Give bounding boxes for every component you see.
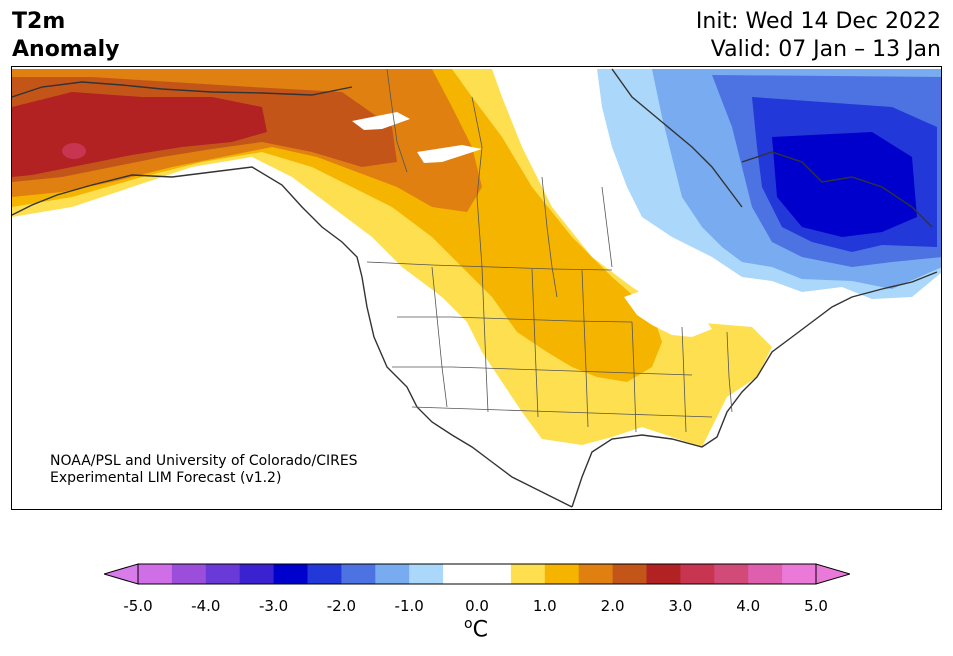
colorbar-cell — [680, 564, 715, 584]
colorbar-tick-label: 2.0 — [600, 597, 625, 615]
colorbar-cell — [714, 564, 749, 584]
great-lakes — [624, 287, 712, 337]
colorbar-tick-label: -1.0 — [394, 597, 424, 615]
colorbar-cell — [443, 564, 478, 584]
colorbar-tick-label: -5.0 — [123, 597, 153, 615]
colorbar-cell — [612, 564, 647, 584]
colorbar — [104, 563, 850, 585]
colorbar-cell — [510, 564, 546, 584]
map-panel: NOAA/PSL and University of Colorado/CIRE… — [11, 66, 942, 510]
colorbar-cell — [544, 564, 580, 584]
colorbar-tick-label: 4.0 — [736, 597, 761, 615]
credit-line-1: NOAA/PSL and University of Colorado/CIRE… — [50, 453, 358, 469]
valid-range: Valid: 07 Jan – 13 Jan — [710, 37, 941, 62]
cold-anomaly-3 — [772, 132, 917, 237]
great-bear-lake — [352, 112, 410, 130]
map-title: T2m Anomaly — [12, 8, 119, 64]
colorbar-tick-label: 0.0 — [465, 597, 489, 615]
colorbar-cell — [748, 564, 783, 584]
colorbar-tick-label: 1.0 — [532, 597, 557, 615]
colorbar-cell — [409, 564, 444, 584]
anomaly-map: NOAA/PSL and University of Colorado/CIRE… — [12, 67, 941, 509]
colorbar-tick-label: 5.0 — [804, 597, 828, 615]
colorbar-cell — [578, 564, 614, 584]
colorbar-cells — [138, 564, 817, 584]
colorbar-cell — [477, 564, 512, 584]
colorbar-unit: oC — [464, 616, 488, 642]
colorbar-cell — [307, 564, 342, 584]
great-slave-lake — [417, 145, 482, 163]
colorbar-outline — [137, 563, 817, 585]
colorbar-cell — [782, 564, 817, 584]
colorbar-tick-label: 3.0 — [668, 597, 693, 615]
colorbar-tick-label: -4.0 — [191, 597, 221, 615]
credit-line-2: Experimental LIM Forecast (v1.2) — [50, 470, 281, 486]
init-date: Init: Wed 14 Dec 2022 — [695, 9, 941, 34]
colorbar-cell — [171, 564, 207, 584]
unit-symbol: C — [472, 617, 488, 643]
colorbar-cell — [646, 564, 681, 584]
colorbar-cell — [375, 564, 410, 584]
colorbar-cell — [138, 564, 173, 584]
colorbar-cell — [205, 564, 241, 584]
variable-label: T2m — [12, 9, 66, 34]
colorbar-extend-high — [815, 563, 850, 585]
field-label: Anomaly — [12, 37, 120, 62]
forecast-dates: Init: Wed 14 Dec 2022 Valid: 07 Jan – 13… — [696, 8, 941, 64]
warm-anomaly-peak — [62, 143, 86, 159]
colorbar-cell — [341, 564, 376, 584]
coastlines — [12, 68, 938, 508]
colorbar-tick-label: -2.0 — [326, 597, 357, 615]
colorbar-cell — [239, 564, 275, 584]
political-borders — [366, 68, 733, 433]
colorbar-extend-low — [104, 563, 139, 585]
colorbar-tick-label: -3.0 — [258, 597, 289, 615]
colorbar-cell — [273, 564, 308, 584]
unit-superscript: o — [464, 616, 473, 632]
